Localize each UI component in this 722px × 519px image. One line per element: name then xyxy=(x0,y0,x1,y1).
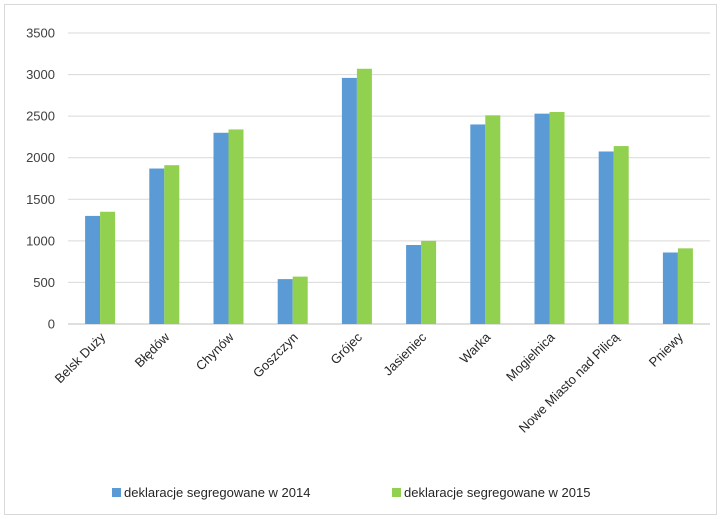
legend-label: deklaracje segregowane w 2014 xyxy=(124,485,310,500)
bar-2015 xyxy=(421,240,437,324)
bar-2014 xyxy=(213,132,229,324)
bar-2014 xyxy=(406,245,422,324)
category-label: Chynów xyxy=(193,329,237,373)
bar-2014 xyxy=(341,77,357,324)
bar-2015 xyxy=(356,68,372,324)
category-label: Mogielnica xyxy=(503,329,558,384)
category-label: Goszczyn xyxy=(250,330,301,381)
bar-2015 xyxy=(485,115,501,324)
y-tick-label: 2500 xyxy=(26,109,55,124)
category-label: Jasieniec xyxy=(380,329,429,378)
bar-2014 xyxy=(598,151,614,324)
bar-2015 xyxy=(613,146,629,324)
bars xyxy=(85,68,693,324)
category-label: Belsk Duży xyxy=(52,329,109,386)
y-axis-ticks: 0 500 1000 1500 2000 2500 3000 3500 xyxy=(26,26,55,332)
category-label: Grójec xyxy=(327,329,365,367)
bar-2015 xyxy=(292,276,308,324)
category-label: Pniewy xyxy=(646,329,687,370)
bar-2015 xyxy=(677,248,693,324)
category-labels: Belsk Duży Błędów Chynów Goszczyn Grójec Jasi… xyxy=(52,329,687,436)
legend-swatch xyxy=(392,488,401,497)
bar-2014 xyxy=(277,279,293,324)
bar-2014 xyxy=(85,215,101,324)
y-tick-label: 3000 xyxy=(26,67,55,82)
bar-2015 xyxy=(228,129,244,324)
y-tick-label: 2000 xyxy=(26,150,55,165)
bar-2014 xyxy=(534,113,550,324)
y-tick-label: 1500 xyxy=(26,192,55,207)
bar-2014 xyxy=(149,168,165,324)
y-tick-label: 0 xyxy=(48,317,55,332)
legend-label: deklaracje segregowane w 2015 xyxy=(404,485,590,500)
y-tick-label: 500 xyxy=(33,275,55,290)
y-tick-label: 1000 xyxy=(26,233,55,248)
category-label: Błędów xyxy=(132,329,173,370)
bar-2014 xyxy=(662,252,678,324)
category-label: Warka xyxy=(457,329,494,366)
legend-swatch xyxy=(112,488,121,497)
legend: deklaracje segregowane w 2014 deklaracje … xyxy=(112,485,590,500)
bar-2015 xyxy=(100,211,116,324)
bar-2015 xyxy=(549,111,565,324)
y-tick-label: 3500 xyxy=(26,26,55,41)
bar-2015 xyxy=(164,165,180,324)
bar-2014 xyxy=(470,124,486,324)
